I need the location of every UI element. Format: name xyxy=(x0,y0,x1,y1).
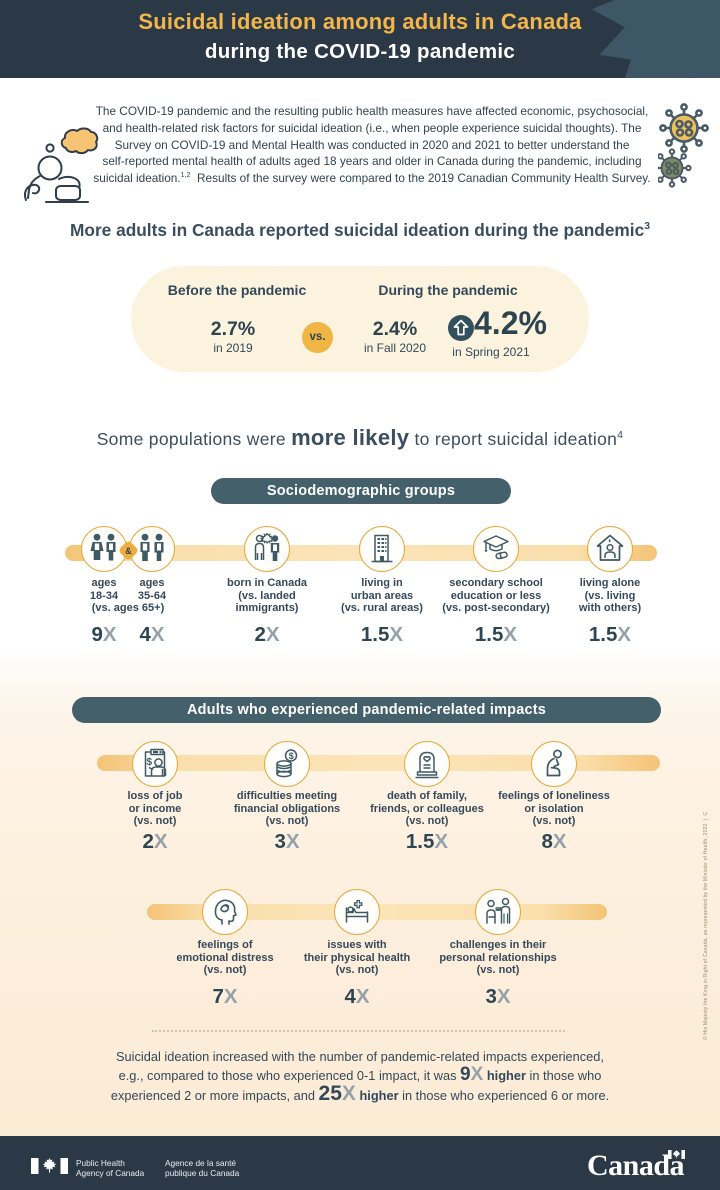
svg-text:$: $ xyxy=(289,751,294,761)
svg-text:$: $ xyxy=(147,757,153,768)
